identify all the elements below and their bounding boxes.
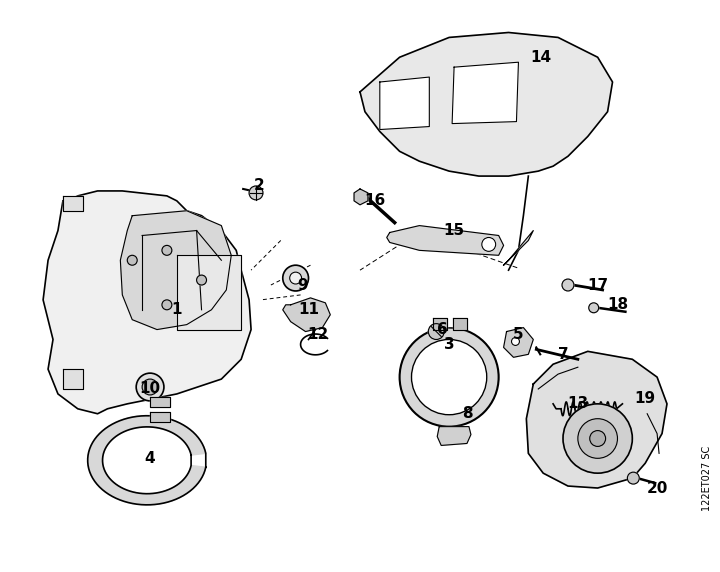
Polygon shape bbox=[452, 62, 518, 124]
Polygon shape bbox=[88, 416, 206, 505]
Text: 13: 13 bbox=[567, 396, 588, 411]
Text: 9: 9 bbox=[297, 277, 308, 292]
Text: 2: 2 bbox=[253, 178, 264, 193]
Text: 1: 1 bbox=[171, 302, 182, 317]
Circle shape bbox=[127, 255, 138, 265]
Polygon shape bbox=[283, 298, 330, 332]
Polygon shape bbox=[526, 351, 667, 488]
Circle shape bbox=[162, 300, 172, 310]
Polygon shape bbox=[437, 427, 471, 446]
Circle shape bbox=[428, 324, 444, 339]
Circle shape bbox=[590, 431, 606, 446]
Polygon shape bbox=[453, 317, 467, 329]
Text: 4: 4 bbox=[145, 451, 156, 466]
Polygon shape bbox=[354, 189, 368, 205]
Text: 17: 17 bbox=[587, 277, 608, 292]
Text: 19: 19 bbox=[634, 391, 656, 406]
Circle shape bbox=[249, 186, 263, 200]
Text: 122ET027 SC: 122ET027 SC bbox=[701, 446, 711, 511]
Text: 20: 20 bbox=[647, 480, 667, 495]
Circle shape bbox=[283, 265, 308, 291]
Polygon shape bbox=[150, 397, 170, 407]
Text: 6: 6 bbox=[437, 322, 448, 337]
Polygon shape bbox=[150, 412, 170, 422]
Text: 14: 14 bbox=[531, 50, 552, 65]
Polygon shape bbox=[503, 328, 534, 358]
Polygon shape bbox=[433, 317, 447, 329]
Polygon shape bbox=[503, 231, 534, 265]
Circle shape bbox=[289, 272, 302, 284]
Circle shape bbox=[482, 237, 495, 251]
Text: 15: 15 bbox=[444, 223, 464, 238]
Polygon shape bbox=[63, 196, 83, 210]
Polygon shape bbox=[387, 225, 503, 255]
Circle shape bbox=[562, 279, 574, 291]
Polygon shape bbox=[380, 77, 429, 129]
Text: 18: 18 bbox=[607, 297, 628, 312]
Circle shape bbox=[412, 339, 487, 415]
Text: 7: 7 bbox=[558, 347, 568, 362]
Circle shape bbox=[511, 337, 519, 345]
Text: 12: 12 bbox=[307, 327, 329, 342]
Polygon shape bbox=[177, 255, 241, 329]
Polygon shape bbox=[120, 210, 231, 329]
Circle shape bbox=[142, 379, 158, 395]
Circle shape bbox=[197, 275, 207, 285]
Circle shape bbox=[162, 245, 172, 255]
Circle shape bbox=[563, 404, 632, 473]
Text: 3: 3 bbox=[444, 337, 454, 352]
Text: 5: 5 bbox=[513, 327, 523, 342]
Circle shape bbox=[136, 373, 164, 401]
Polygon shape bbox=[63, 369, 83, 389]
Polygon shape bbox=[434, 316, 464, 325]
Circle shape bbox=[627, 472, 639, 484]
Text: 16: 16 bbox=[364, 193, 385, 208]
Circle shape bbox=[400, 328, 499, 427]
Circle shape bbox=[578, 419, 618, 458]
Text: 8: 8 bbox=[462, 406, 472, 421]
Text: 11: 11 bbox=[298, 302, 319, 317]
Circle shape bbox=[589, 303, 598, 313]
Polygon shape bbox=[360, 33, 613, 176]
Polygon shape bbox=[43, 191, 251, 414]
Text: 10: 10 bbox=[140, 382, 161, 396]
